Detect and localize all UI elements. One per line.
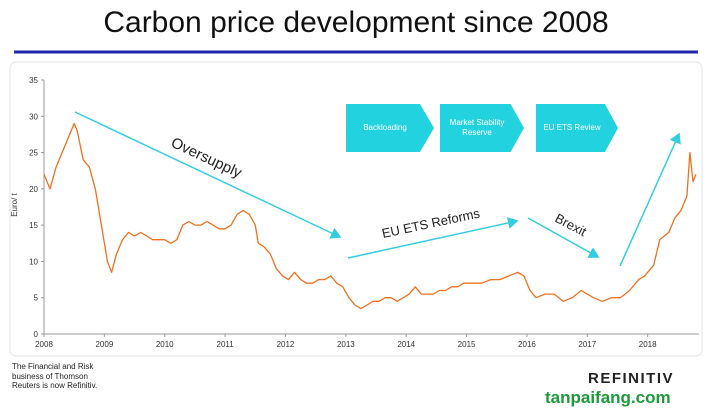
x-tick-label: 2017	[578, 340, 596, 349]
x-tick-label: 2012	[277, 340, 295, 349]
y-tick-label: 30	[29, 112, 38, 121]
x-tick-label: 2016	[518, 340, 536, 349]
x-tick-label: 2010	[156, 340, 174, 349]
y-tick-label: 10	[29, 257, 38, 266]
label-box: EU ETS Review	[536, 104, 618, 152]
price-line	[43, 122, 697, 310]
x-tick-label: 2009	[95, 340, 113, 349]
brand: REFINITIV	[588, 370, 675, 387]
label-box: Market Stability Reserve	[440, 104, 524, 152]
y-tick-label: 35	[29, 76, 38, 85]
x-tick-label: 2014	[397, 340, 415, 349]
x-tick-label: 2015	[458, 340, 476, 349]
footer-note: The Financial and Risk business of Thoms…	[12, 362, 98, 391]
y-tick-label: 5	[34, 294, 39, 303]
x-tick-label: 2011	[217, 340, 235, 349]
x-tick-label: 2018	[639, 340, 657, 349]
label-box: Backloading	[346, 104, 434, 152]
y-tick-label: 0	[34, 330, 39, 339]
chart-title: Carbon price development since 2008	[103, 6, 608, 39]
y-axis-label: Euro/ t	[10, 192, 19, 216]
arrow	[527, 217, 600, 258]
y-tick-label: 25	[29, 149, 38, 158]
x-tick-label: 2008	[35, 340, 53, 349]
y-tick-label: 20	[29, 185, 38, 194]
x-tick-label: 2013	[337, 340, 355, 349]
y-tick-label: 15	[29, 221, 38, 230]
annotation: EU ETS Reforms	[381, 205, 482, 241]
arrow	[74, 111, 342, 239]
arrow	[347, 217, 519, 259]
chart-frame	[9, 61, 703, 357]
watermark: tanpaifang.com	[545, 388, 671, 407]
arrows	[74, 111, 681, 267]
arrow	[619, 132, 681, 267]
